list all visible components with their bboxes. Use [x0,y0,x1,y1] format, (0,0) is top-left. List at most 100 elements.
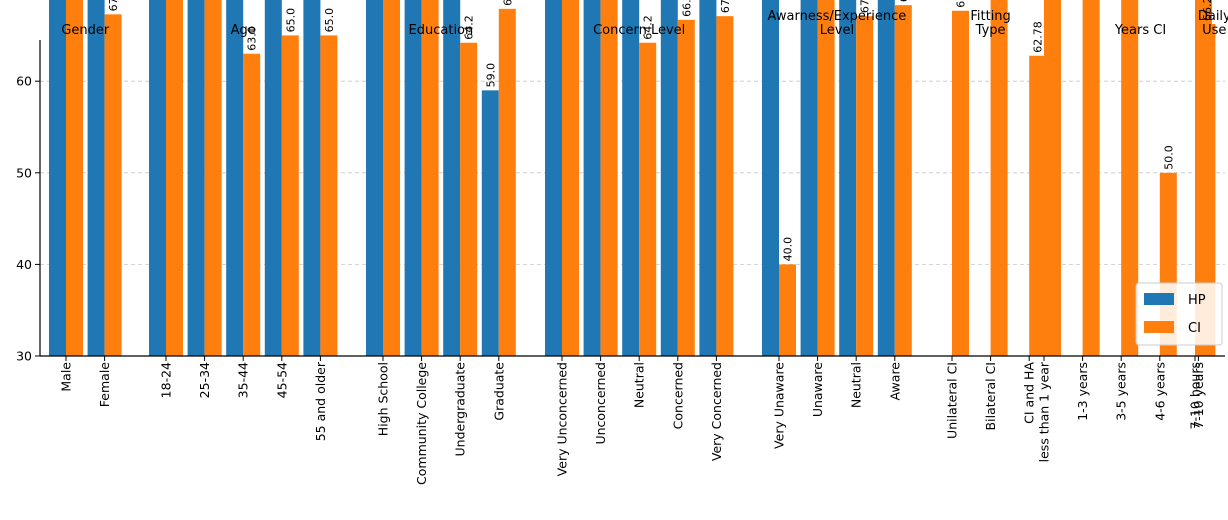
data-label: 67.69 [955,0,968,8]
bar-ci [66,0,83,356]
bars [49,0,1216,357]
bar-ci [1121,0,1139,356]
bar-hp [87,0,105,356]
data-label: 67.3 [107,0,120,11]
y-tick-label: 40 [16,257,32,272]
group-title: Years CI [1114,23,1166,38]
y-tick-label: 50 [16,165,32,180]
data-label: 63.0 [246,26,259,51]
bar-hp [622,0,640,356]
bar-hp [366,0,383,356]
y-tick-label: 30 [16,349,32,364]
bar-ci [1044,0,1061,357]
bar-ci [320,35,338,357]
legend-label-hp: HP [1188,293,1206,308]
bar-hp [264,0,282,356]
x-category-label: Very Concerned [709,362,724,461]
x-category-label: 45-54 [274,362,289,398]
bar-hp [404,0,422,357]
data-label: 65.0 [323,8,336,33]
x-category-label: more than 10 hours [1226,362,1228,486]
x-category-label: Concerned [670,362,685,429]
bar-hp [699,0,717,357]
bar-hp [583,0,601,356]
bar-hp [187,0,205,356]
y-tick-label: 60 [16,74,32,89]
legend-swatch-ci [1144,321,1174,333]
bar-ci [383,0,400,356]
x-axis-category-labels: Male Female 18-24 25-34 35-44 45-54 55 and old… [59,361,1228,486]
bar-ci [894,5,912,357]
bar-hp [762,0,779,357]
x-category-label: less than 1 year [1037,361,1052,462]
data-label: 50.0 [1162,145,1175,170]
bar-ci [498,8,516,357]
bar-hp [226,0,244,356]
bar-hp [877,0,895,356]
x-category-label: 7-10 years [1191,362,1206,429]
bar-hp [839,0,857,357]
x-category-label: Male [59,362,74,392]
x-category-label: Very Unaware [772,362,787,449]
bar-ci [562,0,579,356]
x-category-label: Very Unconcerned [555,362,570,476]
data-label: 66.25 [1201,0,1214,21]
x-category-label: 35-44 [236,362,251,398]
bar-ci [104,14,122,356]
group-titles: Gender Age Education Concern Level Awarness/… [61,9,1228,38]
x-category-label: Community College [414,362,429,485]
bar-ci [779,264,796,356]
group-title: Type [975,23,1006,38]
group-title: Use [1202,23,1226,38]
x-category-label: Undergraduate [453,362,468,457]
legend: HP CI [1135,282,1223,346]
x-category-label: 25-34 [197,362,212,398]
data-label: 62.78 [1032,21,1045,53]
bar-ci [421,0,439,356]
group-title: Concern Level [593,23,685,38]
data-label: 64.2 [642,15,655,40]
bar-hp [443,0,461,357]
legend-swatch-hp [1144,293,1174,305]
x-category-label: Neutral [632,362,647,408]
x-category-label: Female [97,362,112,408]
legend-frame [1135,282,1223,346]
bar-hp [545,0,562,357]
data-label: 67.1 [719,0,732,13]
x-category-label: Unilateral CI [945,362,960,439]
y-axis-ticks: 30405060708090 [16,74,40,364]
x-category-label: Bilateral CI [983,362,998,430]
value-labels: 79.870.276.167.384.074.081.571.973.363.0… [107,0,1214,261]
legend-label-ci: CI [1188,321,1201,336]
data-label: 59.0 [484,63,497,88]
bar-ci [243,53,261,356]
data-label: 67.1 [859,0,872,13]
x-category-label: 3-5 years [1114,362,1129,421]
x-category-label: Graduate [491,362,506,421]
x-category-label: 4-6 years [1152,362,1167,421]
bar-hp [49,0,66,356]
bar-ci [166,0,183,357]
data-label: 65.0 [284,8,297,33]
bar-ci [1029,55,1047,356]
x-category-label: 7-10 hours [1188,362,1203,430]
data-label: 64.2 [463,15,476,40]
bar-ci [600,0,618,356]
x-category-label: Neutral [849,362,864,408]
bar-ci [460,42,478,357]
bar-hp [303,0,321,356]
x-category-label: 1-3 years [1075,362,1090,421]
x-category-label: Unconcerned [593,362,608,445]
bar-ci [677,19,695,356]
x-category-label: CI and HA [1022,362,1037,424]
bar-ci [856,16,874,356]
x-category-label: 18-24 [159,362,174,398]
bar-ci [1082,0,1100,357]
data-label: 68.3 [897,0,910,2]
group-title: Education [409,23,474,38]
x-category-label: High School [376,362,391,436]
axes [39,40,1225,361]
bar-ci [952,10,969,356]
x-category-label: Aware [887,362,902,401]
